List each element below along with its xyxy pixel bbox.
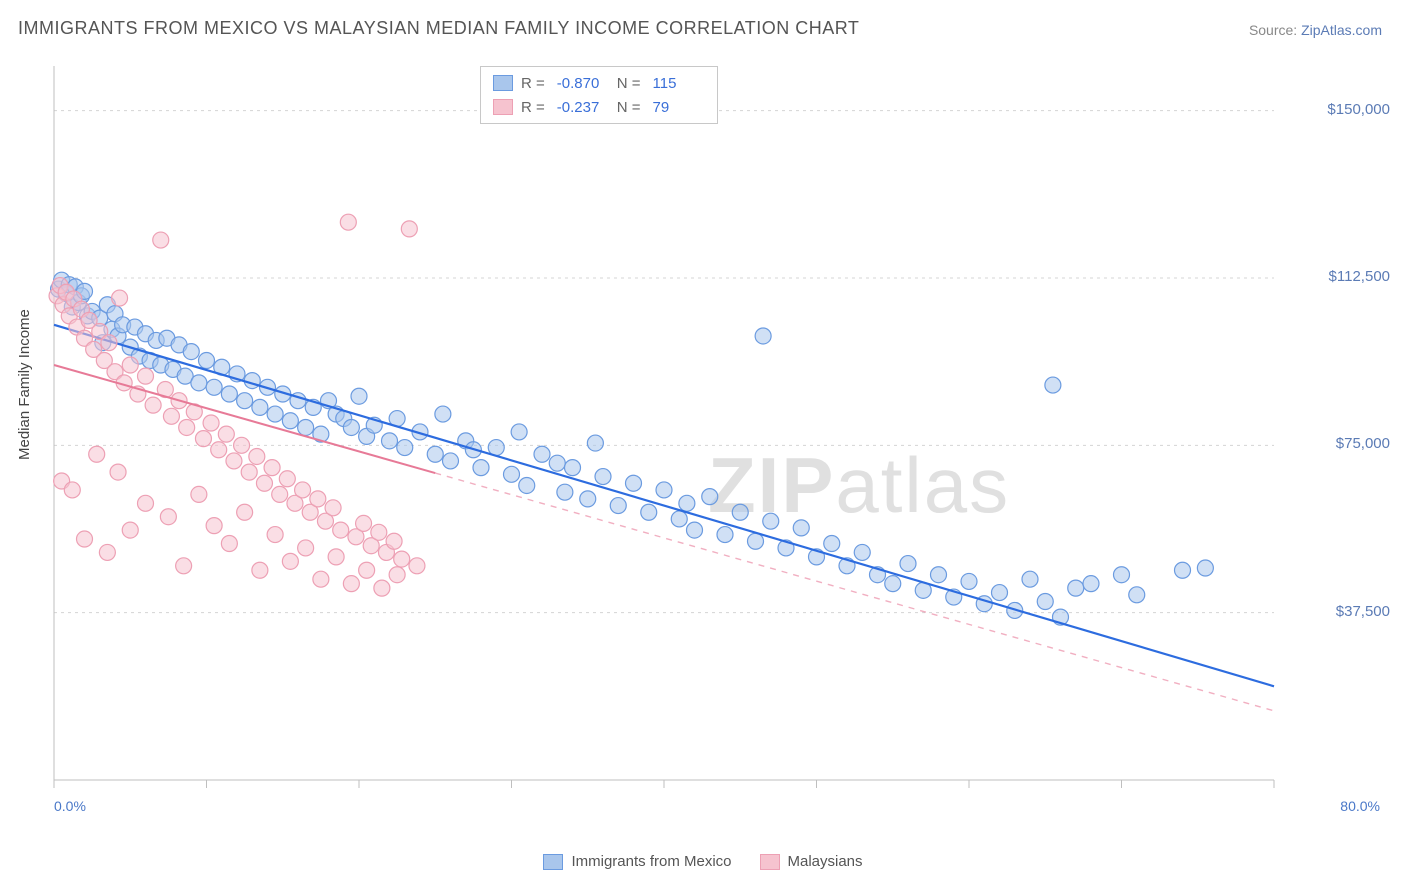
y-tick-label: $150,000 bbox=[1327, 101, 1390, 118]
r-value-1: -0.870 bbox=[557, 75, 609, 92]
chart-svg bbox=[48, 60, 1384, 820]
r-label-1: R = bbox=[521, 75, 545, 92]
x-axis-min-label: 0.0% bbox=[54, 798, 86, 814]
n-value-2: 79 bbox=[653, 99, 705, 116]
n-label-2: N = bbox=[617, 99, 641, 116]
legend-bottom-swatch-2 bbox=[760, 854, 780, 870]
legend-swatch-series2 bbox=[493, 99, 513, 115]
chart-title: IMMIGRANTS FROM MEXICO VS MALAYSIAN MEDI… bbox=[18, 18, 859, 39]
r-value-2: -0.237 bbox=[557, 99, 609, 116]
x-axis-max-label: 80.0% bbox=[1340, 798, 1380, 814]
source-label: Source: bbox=[1249, 22, 1297, 38]
y-tick-label: $37,500 bbox=[1336, 603, 1390, 620]
y-tick-label: $112,500 bbox=[1329, 268, 1390, 285]
legend-row-series1: R = -0.870 N = 115 bbox=[493, 71, 705, 95]
y-axis-label: Median Family Income bbox=[16, 309, 33, 460]
correlation-legend: R = -0.870 N = 115 R = -0.237 N = 79 bbox=[480, 66, 718, 124]
chart-plot-area: ZIPatlas bbox=[48, 60, 1384, 820]
legend-item-series2: Malaysians bbox=[760, 853, 863, 870]
series-legend: Immigrants from Mexico Malaysians bbox=[0, 853, 1406, 870]
r-label-2: R = bbox=[521, 99, 545, 116]
legend-bottom-label-2: Malaysians bbox=[788, 853, 863, 870]
source-value: ZipAtlas.com bbox=[1301, 22, 1382, 38]
n-label-1: N = bbox=[617, 75, 641, 92]
legend-row-series2: R = -0.237 N = 79 bbox=[493, 95, 705, 119]
n-value-1: 115 bbox=[653, 75, 705, 92]
legend-item-series1: Immigrants from Mexico bbox=[543, 853, 731, 870]
legend-bottom-swatch-1 bbox=[543, 854, 563, 870]
source-attribution: Source: ZipAtlas.com bbox=[1249, 22, 1382, 38]
legend-swatch-series1 bbox=[493, 75, 513, 91]
legend-bottom-label-1: Immigrants from Mexico bbox=[571, 853, 731, 870]
y-tick-label: $75,000 bbox=[1336, 435, 1390, 452]
